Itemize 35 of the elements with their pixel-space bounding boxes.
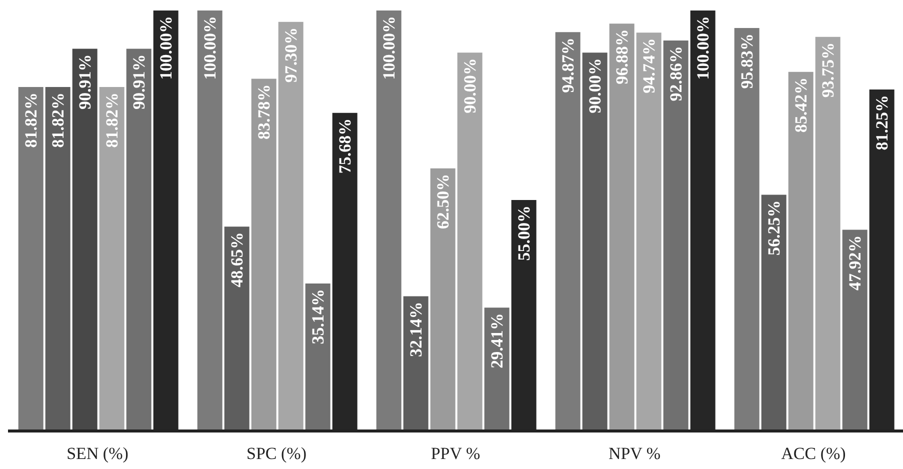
x-tick-label: NPV % [608, 444, 661, 464]
data-label: 95.83% [737, 34, 756, 89]
data-label: 92.86% [666, 46, 686, 102]
data-label: 93.75% [818, 42, 838, 98]
x-tick-label: ACC (%) [781, 444, 846, 464]
data-label: 81.82% [48, 92, 68, 148]
data-label: 90.00% [460, 58, 480, 114]
data-label: 32.14% [406, 302, 426, 357]
data-label: 100.00% [693, 16, 712, 80]
data-label: 100.00% [156, 16, 176, 80]
data-label: 94.74% [639, 38, 658, 94]
data-label: 81.82% [102, 92, 122, 148]
data-label: 62.50% [433, 174, 452, 230]
data-label: 83.78% [254, 84, 274, 140]
x-tick-label: SPC (%) [246, 444, 306, 464]
data-label: 90.91% [75, 54, 94, 110]
data-label: 90.91% [129, 54, 148, 110]
data-label: 100.00% [200, 16, 220, 80]
data-label: 81.82% [21, 92, 40, 148]
data-label: 81.25% [872, 94, 892, 150]
x-tick-label: SEN (%) [66, 444, 128, 464]
data-label: 47.92% [845, 235, 864, 291]
data-label: 100.00% [379, 16, 398, 80]
x-tick-label: PPV % [430, 444, 480, 464]
data-label: 35.14% [308, 289, 328, 344]
data-label: 97.30% [281, 27, 300, 83]
data-label: 90.00% [585, 58, 604, 114]
data-label: 85.42% [791, 77, 810, 133]
data-label: 29.41% [487, 313, 506, 368]
data-label: 56.25% [764, 200, 784, 256]
data-label: 96.88% [612, 29, 632, 84]
data-label: 94.87% [558, 38, 578, 93]
data-label: 48.65% [227, 232, 246, 288]
data-label: 55.00% [514, 205, 534, 261]
data-label: 75.68% [335, 118, 354, 174]
